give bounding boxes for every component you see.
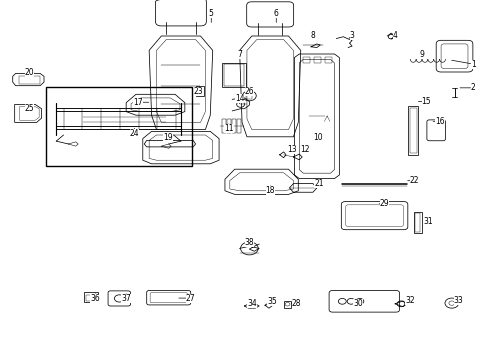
Text: 24: 24	[129, 129, 139, 138]
Text: 14: 14	[234, 94, 244, 103]
Bar	[19, 76, 40, 84]
Bar	[414, 213, 419, 232]
Bar	[222, 63, 245, 87]
Bar	[224, 64, 244, 86]
Text: 20: 20	[24, 68, 34, 77]
Bar	[413, 212, 421, 233]
Bar	[226, 119, 230, 133]
Text: 6: 6	[273, 9, 278, 18]
Bar	[324, 57, 331, 63]
Text: 16: 16	[434, 117, 444, 126]
Text: 8: 8	[310, 31, 315, 40]
Bar	[246, 92, 252, 99]
Text: 30: 30	[352, 299, 362, 307]
Text: 21: 21	[313, 179, 323, 188]
Bar	[84, 292, 98, 302]
Bar	[303, 57, 309, 63]
Text: 25: 25	[24, 104, 34, 112]
Bar	[283, 301, 291, 308]
Text: 34: 34	[247, 299, 257, 307]
Bar	[195, 86, 204, 96]
Bar	[222, 119, 225, 133]
Text: 2: 2	[470, 83, 475, 92]
Text: 32: 32	[404, 297, 414, 305]
Text: 11: 11	[224, 123, 233, 132]
Bar	[313, 57, 320, 63]
Text: 19: 19	[163, 133, 173, 142]
Text: 9: 9	[418, 50, 423, 59]
Text: 12: 12	[300, 145, 309, 154]
Text: 35: 35	[266, 297, 276, 306]
Text: 15: 15	[421, 97, 430, 106]
Text: 28: 28	[291, 299, 301, 307]
Text: 3: 3	[349, 31, 354, 40]
Text: 5: 5	[208, 9, 213, 18]
Text: 10: 10	[312, 133, 322, 142]
Bar	[407, 106, 417, 155]
Bar	[409, 108, 416, 153]
Text: 27: 27	[185, 294, 195, 302]
Text: 33: 33	[453, 297, 463, 305]
Text: 36: 36	[90, 294, 100, 302]
Text: 1: 1	[470, 60, 475, 69]
Text: 26: 26	[244, 87, 254, 96]
Text: 18: 18	[265, 186, 275, 195]
Text: 17: 17	[133, 98, 142, 107]
Text: 13: 13	[287, 145, 297, 154]
Text: 7: 7	[237, 50, 242, 59]
Bar	[46, 87, 192, 166]
Bar	[86, 295, 96, 301]
Bar	[236, 119, 240, 133]
Text: 37: 37	[121, 294, 131, 302]
Text: 38: 38	[244, 238, 254, 247]
Bar	[231, 119, 235, 133]
Text: 4: 4	[392, 31, 397, 40]
Text: 29: 29	[379, 199, 388, 208]
Text: 31: 31	[423, 217, 432, 226]
Text: 22: 22	[409, 176, 419, 185]
Text: 23: 23	[193, 87, 203, 96]
